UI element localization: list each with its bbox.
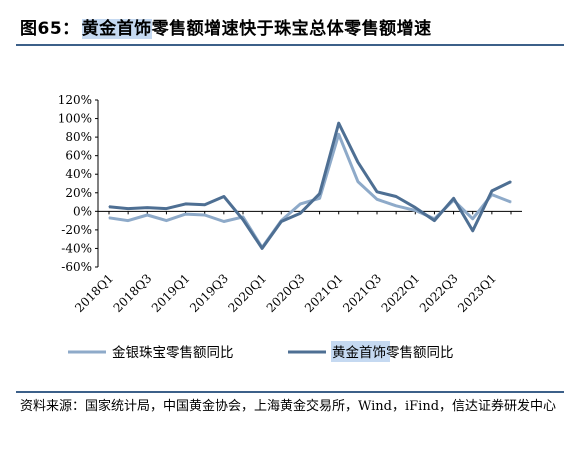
series-1-point: [184, 213, 187, 215]
series-2-point: [280, 220, 282, 223]
y-tick-label: 100%: [58, 112, 92, 126]
x-tick-label: 2021Q1: [302, 271, 346, 315]
series-2-point: [184, 203, 187, 205]
title-rest: 零售额增速快于珠宝总体零售额增速: [151, 19, 432, 39]
series-2-point: [242, 219, 244, 221]
x-tick-label: 2018Q1: [72, 271, 116, 315]
x-tick-label: 2018Q3: [111, 271, 155, 315]
series-1-point: [414, 209, 416, 212]
x-tick-label: 2022Q1: [379, 271, 423, 315]
series-2-point: [223, 195, 225, 198]
y-tick-label: 40%: [65, 167, 92, 181]
series-2-point: [261, 247, 263, 250]
source-note: 资料来源：国家统计局，中国黄金协会，上海黄金交易所，Wind，iFind，信达证…: [20, 399, 557, 414]
series-1-point: [395, 205, 397, 207]
series-2-point: [357, 161, 359, 163]
x-tick-label: 2023Q1: [455, 271, 499, 315]
series-1-point: [108, 217, 110, 219]
series-2-point: [491, 190, 493, 192]
series-1-point: [223, 220, 225, 223]
y-tick-label: 60%: [65, 149, 92, 163]
series-1-point: [204, 214, 206, 216]
series-2-point: [433, 220, 436, 222]
legend-highlight: [331, 341, 390, 362]
series-1-point: [318, 197, 321, 199]
series-line-1: [108, 132, 512, 249]
series-1-point: [357, 181, 359, 183]
y-tick-label: 80%: [65, 130, 92, 144]
series-1-point: [338, 133, 340, 135]
y-tick-label: 0%: [73, 204, 92, 218]
series-2-point: [510, 181, 512, 183]
y-tick-label: -40%: [61, 241, 92, 255]
series-1-point: [472, 218, 474, 220]
x-tick-label: 2020Q3: [264, 271, 308, 315]
series-2-point: [452, 197, 455, 199]
y-tick-label: -20%: [61, 223, 92, 237]
legend: 金银珠宝零售额同比 黄金首饰零售额同比: [68, 341, 454, 362]
series-1-point: [299, 203, 302, 205]
y-tick-label: -60%: [61, 260, 92, 274]
title-highlight: 黄金首饰: [81, 19, 152, 39]
series-2-point: [472, 230, 474, 232]
series-2-point: [318, 193, 321, 195]
series-2-point: [146, 207, 148, 209]
x-tick-label: 2020Q1: [225, 271, 269, 315]
x-tick-label: 2021Q3: [340, 271, 384, 315]
series-2-point: [108, 206, 110, 208]
series-2-point: [165, 207, 168, 210]
series-2-point: [414, 207, 416, 209]
series-1-point: [376, 198, 378, 200]
y-tick-label: 20%: [65, 186, 92, 200]
series-2-point: [127, 207, 129, 210]
figure-number: 图65：: [20, 19, 80, 39]
series-layer: [108, 121, 512, 250]
series-2-point: [204, 204, 206, 206]
bottom-rule: [16, 391, 564, 393]
series-1-point: [165, 220, 168, 222]
series-2-point: [395, 195, 397, 198]
series-1-point: [510, 201, 512, 203]
legend-label-2: 黄金首饰零售额同比: [332, 345, 454, 361]
axis-layer: 120% 100% 80% 60% 40% 20% 0% -20% -40% -60%2018Q1…: [58, 93, 522, 315]
x-tick-label: 2019Q3: [187, 271, 231, 315]
x-tick-label: 2019Q1: [149, 271, 193, 315]
series-line-2: [108, 121, 512, 250]
series-1-point: [127, 220, 129, 222]
x-tick-label: 2022Q3: [417, 271, 461, 315]
series-1-point: [146, 214, 148, 216]
legend-label-1: 金银珠宝零售额同比: [112, 345, 234, 361]
series-2-point: [338, 122, 340, 124]
y-tick-label: 120%: [58, 93, 92, 107]
figure-title: 图65： 黄金首饰零售额增速快于珠宝总体零售额增速: [20, 14, 432, 39]
series-2-point: [299, 212, 302, 214]
series-2-point: [376, 191, 378, 193]
top-rule: [16, 44, 564, 46]
